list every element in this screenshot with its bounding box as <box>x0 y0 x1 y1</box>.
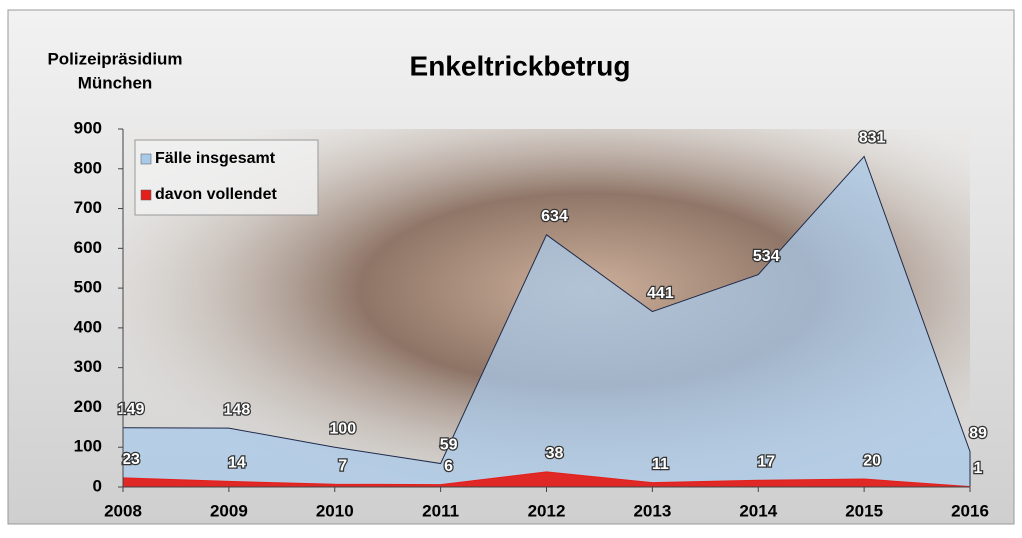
chart-title: Enkeltrickbetrug <box>410 50 631 81</box>
x-tick-label: 2011 <box>422 501 459 520</box>
legend-swatch <box>141 154 151 164</box>
data-label: 89 <box>969 425 987 442</box>
x-tick-label: 2012 <box>528 501 566 520</box>
x-tick-label: 2014 <box>739 501 777 520</box>
legend-label: davon vollendet <box>155 186 277 203</box>
y-tick-label: 400 <box>74 317 102 336</box>
data-label: 14 <box>228 455 246 472</box>
y-tick-label: 500 <box>74 278 102 297</box>
subtitle: Polizeipräsidium <box>47 49 182 68</box>
data-label: 38 <box>546 445 564 462</box>
x-tick-label: 2008 <box>104 501 142 520</box>
data-label: 831 <box>859 130 886 147</box>
data-label: 7 <box>338 457 347 474</box>
data-label: 6 <box>444 458 453 475</box>
data-label: 100 <box>329 420 356 437</box>
subtitle: München <box>78 73 153 92</box>
x-tick-label: 2010 <box>316 501 354 520</box>
x-tick-label: 2013 <box>633 501 671 520</box>
y-tick-label: 700 <box>74 198 102 217</box>
y-tick-label: 900 <box>74 118 102 137</box>
data-label: 534 <box>753 248 780 265</box>
data-label: 20 <box>863 452 881 469</box>
chart: Enkeltrickbetrug Polizeipräsidium Münche… <box>0 0 1022 533</box>
data-label: 149 <box>118 401 145 418</box>
y-tick-label: 600 <box>74 238 102 257</box>
x-tick-label: 2016 <box>951 501 989 520</box>
legend-swatch <box>141 190 151 200</box>
data-label: 23 <box>122 451 140 468</box>
y-tick-label: 800 <box>74 158 102 177</box>
y-tick-label: 200 <box>74 397 102 416</box>
x-tick-label: 2015 <box>845 501 883 520</box>
data-label: 634 <box>541 208 568 225</box>
y-tick-label: 300 <box>74 357 102 376</box>
data-label: 1 <box>974 460 983 477</box>
legend-label: Fälle insgesamt <box>155 150 276 167</box>
data-label: 441 <box>647 285 674 302</box>
y-tick-label: 100 <box>74 437 102 456</box>
data-label: 11 <box>652 456 669 473</box>
y-tick-label: 0 <box>93 476 102 495</box>
data-label: 59 <box>440 437 458 454</box>
x-tick-label: 2009 <box>210 501 248 520</box>
data-label: 148 <box>224 401 251 418</box>
data-label: 17 <box>757 453 775 470</box>
